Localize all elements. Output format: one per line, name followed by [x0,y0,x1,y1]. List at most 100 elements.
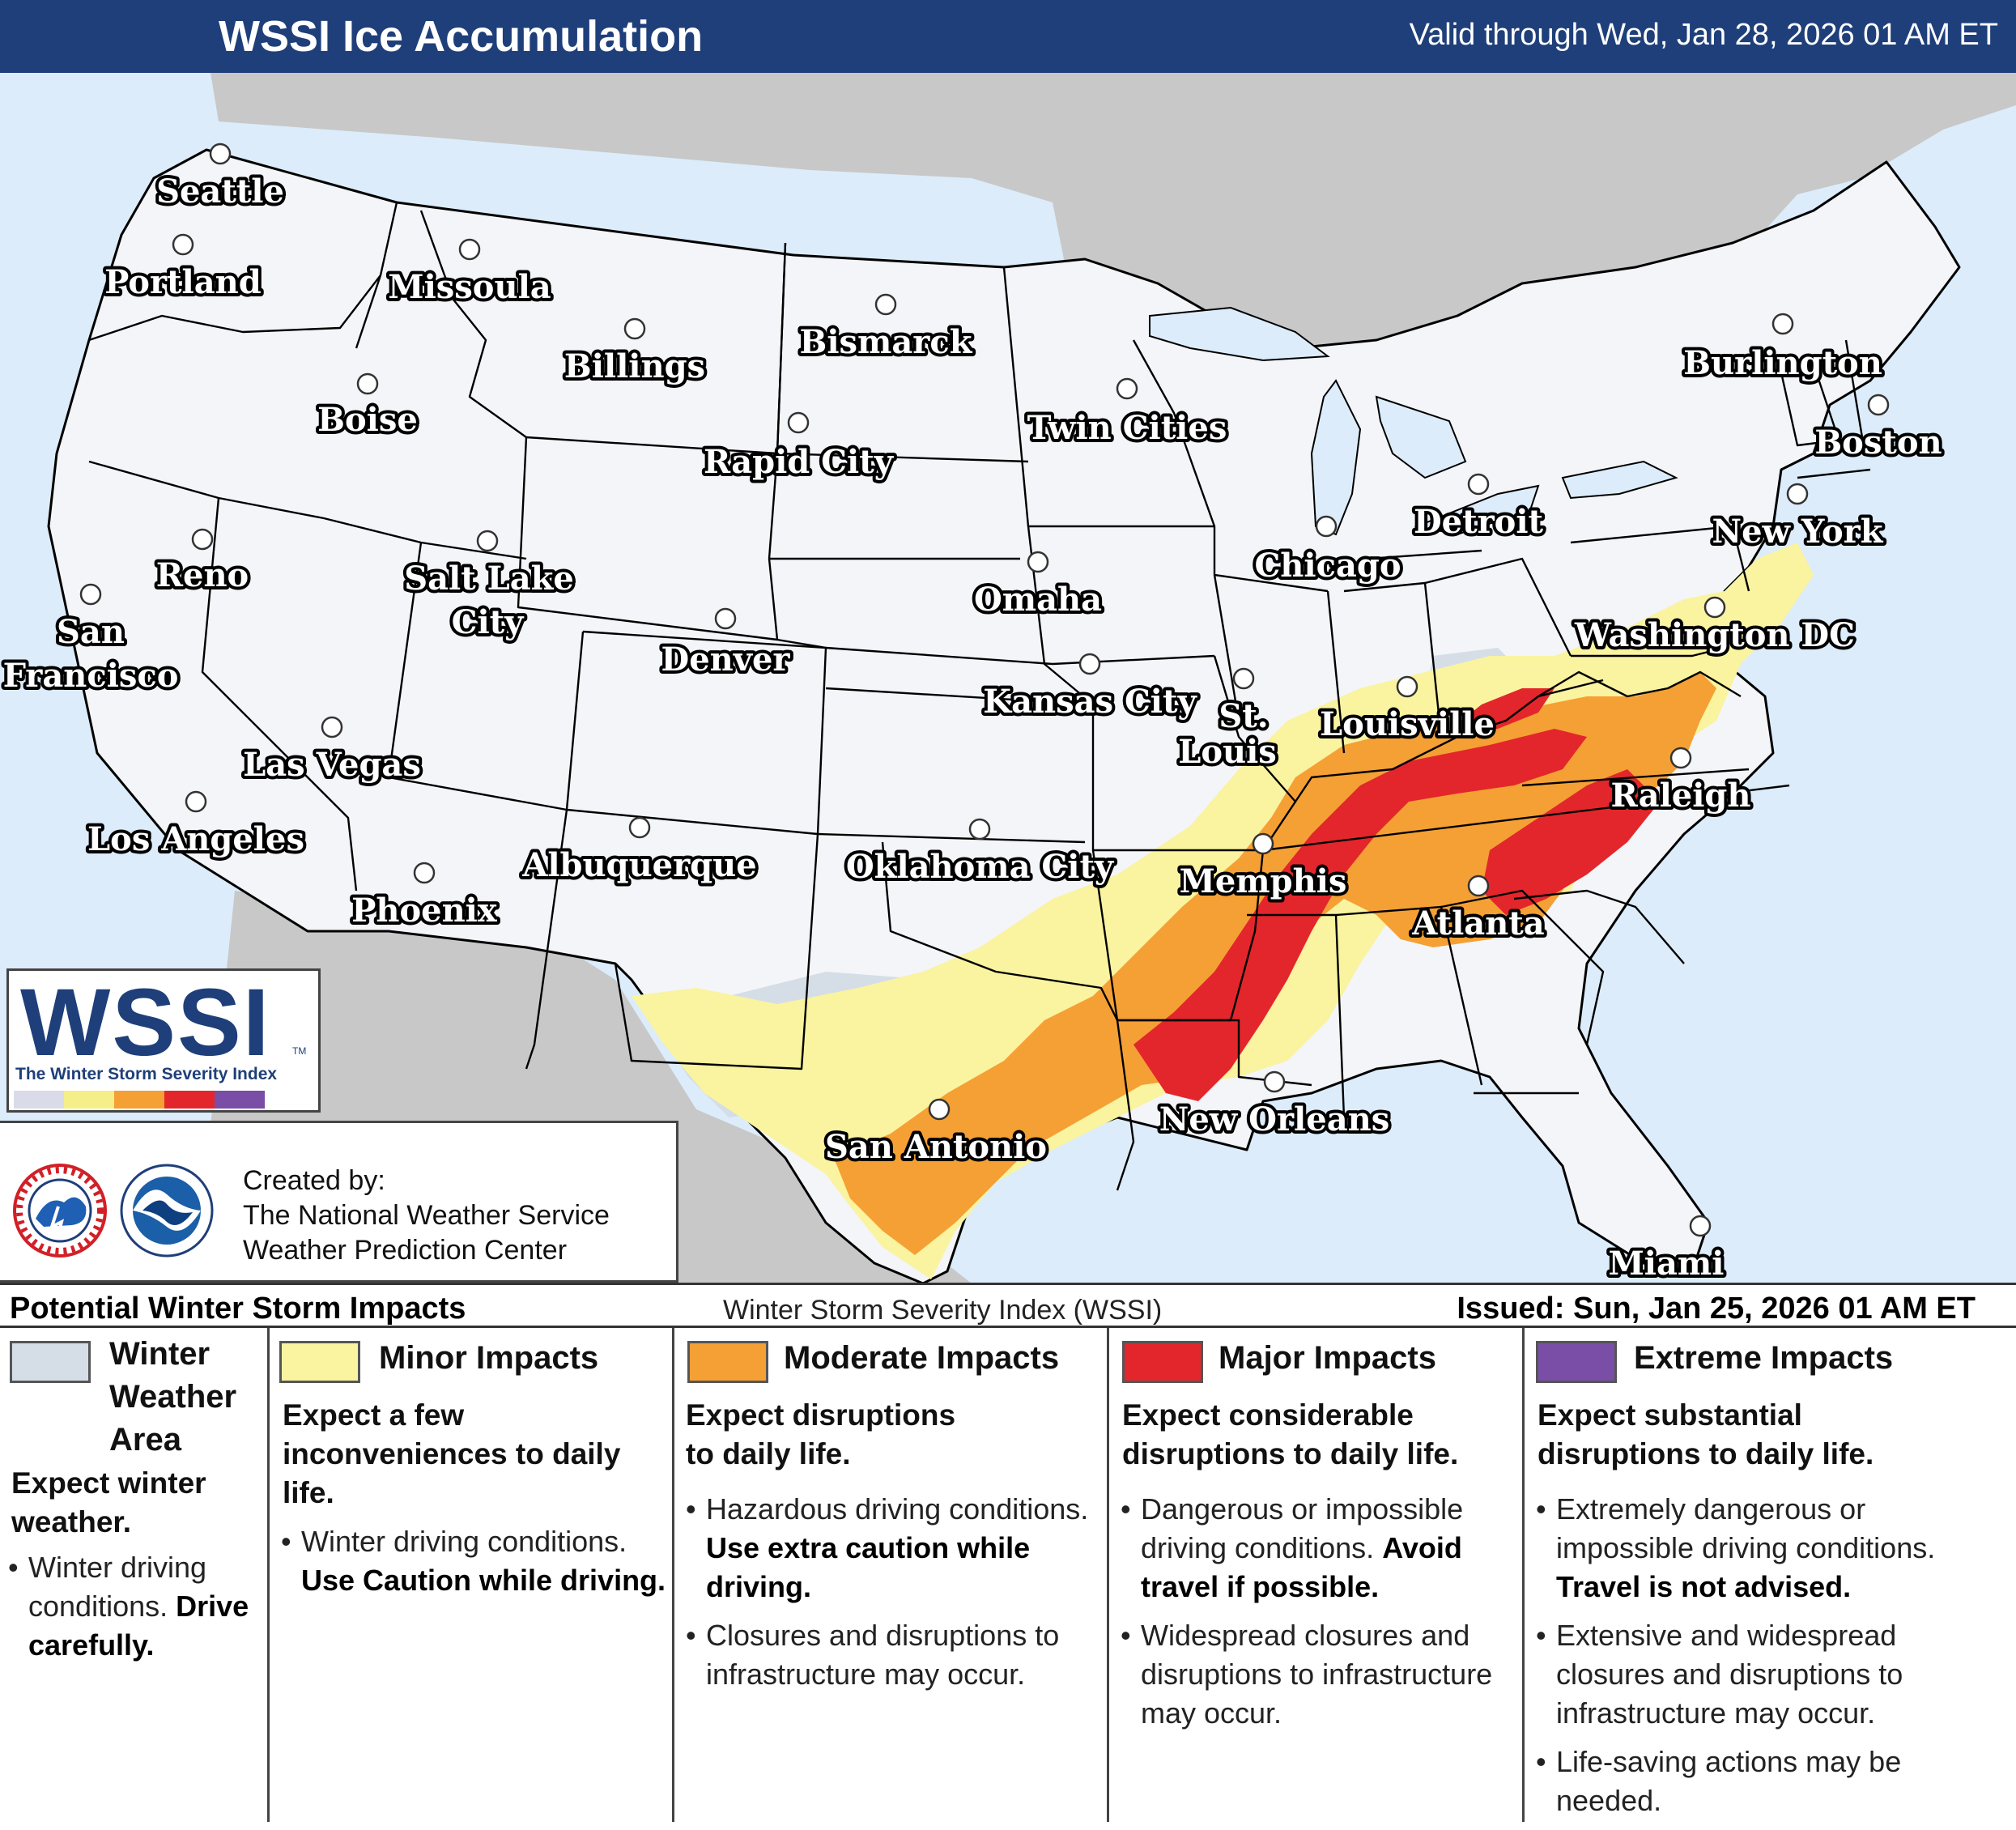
city-marker-icon [356,372,379,395]
city-portland: Portland [101,233,265,304]
city-marker-icon [968,818,991,841]
city-detroit: Detroit [1410,473,1547,544]
city-new-york: New York [1709,483,1887,554]
legend-title-major: Major Impacts [1219,1340,1436,1376]
legend-title-extreme: Extreme Impacts [1634,1340,1894,1376]
city-marker-icon [1786,483,1809,505]
legend-swatch-moderate [687,1341,768,1383]
legend-bullet: Life-saving actions may be needed. [1536,1743,1989,1820]
city-label: Raleigh [1611,777,1751,815]
legend-lead-winter: Expect winter weather. [11,1466,206,1538]
issued-time: Issued: Sun, Jan 25, 2026 01 AM ET [1457,1292,1976,1326]
city-reno: Reno [153,528,252,598]
city-new-orleans: New Orleans [1156,1070,1393,1142]
legend-col-extreme: Extreme Impacts Expect substantial disru… [1522,1328,2016,1822]
header-bar: WSSI Ice Accumulation Valid through Wed,… [0,0,2016,73]
city-label: Kansas City [983,683,1197,721]
legend-title-winter: Winter Weather Area [109,1336,237,1458]
city-label: Chicago [1254,547,1401,585]
city-rapid-city: Rapid City [700,411,898,484]
legend-swatch-extreme [1536,1341,1617,1383]
city-salt-lake: Salt Lake [401,530,577,601]
legend: Potential Winter Storm Impacts Winter St… [0,1283,2016,1822]
city-las-vegas: Las Vegas [240,716,424,787]
city-marker-icon [1078,653,1101,675]
legend-swatch-minor [279,1341,360,1383]
swatch-minor [64,1091,114,1109]
city-city: City [449,600,529,645]
credit-line-2: The National Weather Service [243,1200,610,1231]
city-label: New York [1712,513,1884,551]
legend-col-moderate: Moderate Impacts Expect disruptions to d… [672,1328,1107,1822]
legend-index-name: Winter Storm Severity Index (WSSI) [723,1295,1163,1326]
city-label: Missoula [388,268,551,306]
city-marker-icon [191,528,214,551]
city-boise: Boise [314,372,421,442]
city-label: Twin Cities [1027,409,1227,447]
city-marker-icon [1232,667,1255,690]
city-label: Portland [104,263,261,301]
city-label: Salt Lake [404,560,574,598]
city-marker-icon [1669,747,1692,769]
city-marker-icon [1771,313,1794,335]
city-label: Seattle [156,172,284,211]
city-label: San Antonio [825,1128,1047,1166]
legend-lead-moderate: Expect disruptions to daily life. [686,1398,956,1470]
legend-col-winter-weather: Winter Weather Area Expect winter weathe… [0,1328,267,1822]
city-phoenix: Phoenix [348,862,501,933]
swatch-end [265,1091,271,1109]
city-seattle: Seattle [153,143,287,214]
city-label: Miami [1609,1245,1725,1283]
city-label: Rapid City [704,443,895,481]
city-st: St. [1215,667,1272,738]
legend-bullet: Winter driving conditions. Drive careful… [8,1548,266,1665]
city-marker-icon [1689,1215,1712,1237]
city-boston: Boston [1811,394,1946,465]
city-kansas-city: Kansas City [980,653,1201,724]
city-marker-icon [623,317,646,340]
legend-bullets-extreme: Extremely dangerous or impossible drivin… [1536,1490,1989,1830]
city-marker-icon [1027,551,1049,573]
legend-lead-major: Expect considerable disruptions to daily… [1122,1398,1459,1470]
city-san: San [53,583,128,654]
city-denver: Denver [658,607,793,682]
legend-bullet: Winter driving conditions. Use Caution w… [281,1522,670,1600]
wssi-logo-word: WSSI [20,969,271,1076]
city-marker-icon [1263,1070,1286,1093]
city-marker-icon [476,530,499,552]
city-label: Detroit [1414,503,1544,541]
city-marker-icon [787,411,810,434]
city-label: Los Angeles [87,820,304,858]
city-label: Oklahoma City [846,848,1115,886]
legend-heading: Potential Winter Storm Impacts [10,1292,466,1326]
credit-box: Created by: The National Weather Service… [0,1121,678,1283]
city-bismarck: Bismarck [797,293,976,364]
city-marker-icon [1703,596,1726,619]
city-louisville: Louisville [1316,675,1498,747]
city-label: Las Vegas [243,746,421,784]
city-label: Denver [661,640,791,679]
wssi-map: Seattle Portland Missoula Bismarck Billings B… [0,73,2016,1283]
city-marker-icon [1396,675,1418,698]
city-marker-icon [458,238,481,261]
city-burlington: Burlington [1680,313,1886,385]
legend-bullet: Extremely dangerous or impossible drivin… [1536,1490,1989,1607]
wssi-logo: WSSI TM The Winter Storm Severity Index [6,968,321,1113]
city-label: Reno [156,556,249,594]
city-miami: Miami [1606,1215,1727,1283]
legend-bullet: Extensive and widespread closures and di… [1536,1616,1989,1733]
city-marker-icon [79,583,102,606]
city-washington-dc: Washington DC [1571,596,1858,658]
city-label: St. [1219,697,1268,735]
legend-bullets-major: Dangerous or impossible driving conditio… [1121,1490,1517,1743]
valid-time: Valid through Wed, Jan 28, 2026 01 AM ET [1409,18,1998,52]
major-impact-area [1133,688,1660,1101]
city-label: Washington DC [1574,616,1855,654]
legend-bullet: Widespread closures and disruptions to i… [1121,1616,1517,1733]
city-marker-icon [1467,473,1490,496]
city-los-angeles: Los Angeles [84,790,308,862]
city-label: Billings [564,347,705,385]
swatch-extreme [215,1091,265,1109]
city-label: San [57,613,125,651]
city-label: Boise [317,401,418,439]
